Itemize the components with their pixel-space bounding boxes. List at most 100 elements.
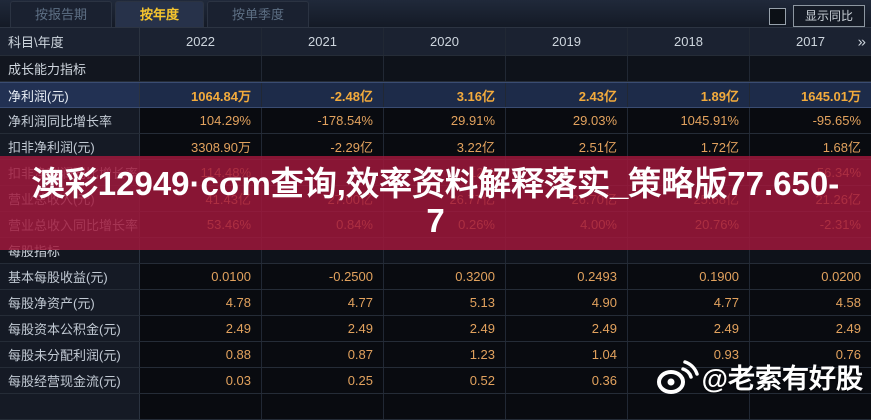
weibo-icon bbox=[654, 359, 700, 395]
table-row[interactable]: 扣非净利润(元) 3308.90万 -2.29亿 3.22亿 2.51亿 1.72亿 1.… bbox=[0, 134, 871, 160]
cell-value: 3.22亿 bbox=[384, 134, 506, 159]
row-label: 基本每股收益(元) bbox=[0, 264, 140, 289]
table-row[interactable]: 每股未分配利润(元) 0.88 0.87 1.23 1.04 0.93 0.76 bbox=[0, 342, 871, 368]
cell-value: 2.49 bbox=[262, 316, 384, 341]
table-row[interactable]: 净利润同比增长率 104.29% -178.54% 29.91% 29.03% 1045… bbox=[0, 108, 871, 134]
cell-value bbox=[628, 56, 750, 81]
watermark-text-line1: 澳彩12949·cσm查询,效率资料解释落实_策略版77.650- bbox=[31, 165, 840, 203]
table-row[interactable]: 每股净资产(元) 4.78 4.77 5.13 4.90 4.77 4.58 bbox=[0, 290, 871, 316]
cell-value: 0.1900 bbox=[628, 264, 750, 289]
table-row[interactable]: 基本每股收益(元) 0.0100 -0.2500 0.3200 0.2493 0.190… bbox=[0, 264, 871, 290]
cell-value: 2.49 bbox=[750, 316, 871, 341]
cell-value: 1064.84万 bbox=[140, 83, 262, 107]
cell-value: 2.49 bbox=[140, 316, 262, 341]
cell-value: 2.49 bbox=[628, 316, 750, 341]
cell-value: 0.52 bbox=[384, 368, 506, 393]
tab-annual[interactable]: 按年度 bbox=[115, 1, 205, 27]
weibo-badge-text: @老索有好股 bbox=[701, 364, 863, 394]
column-header-year: 2017» bbox=[750, 28, 871, 55]
cell-value: -178.54% bbox=[262, 108, 384, 133]
cell-value bbox=[506, 56, 628, 81]
table-header-row: 科目\年度 2022 2021 2020 2019 2018 2017» bbox=[0, 28, 871, 56]
row-label: 每股净资产(元) bbox=[0, 290, 140, 315]
cell-value: 1.89亿 bbox=[628, 83, 750, 107]
cell-value bbox=[140, 56, 262, 81]
row-label: 每股资本公积金(元) bbox=[0, 316, 140, 341]
cell-value: 1045.91% bbox=[628, 108, 750, 133]
cell-value bbox=[384, 56, 506, 81]
cell-value: -2.29亿 bbox=[262, 134, 384, 159]
column-header-year: 2022 bbox=[140, 28, 262, 55]
cell-value: 0.03 bbox=[140, 368, 262, 393]
cell-value: 1645.01万 bbox=[801, 88, 861, 104]
cell-value: 5.13 bbox=[384, 290, 506, 315]
period-tabbar: 按报告期 按年度 按单季度 显示同比 bbox=[0, 0, 871, 28]
cell-value: 2.51亿 bbox=[506, 134, 628, 159]
column-header-year: 2018 bbox=[628, 28, 750, 55]
cell-value bbox=[384, 394, 506, 419]
cell-value bbox=[750, 394, 871, 419]
cell-value: 4.77 bbox=[262, 290, 384, 315]
cell-value: 1.04 bbox=[506, 342, 628, 367]
cell-value: 0.0200 bbox=[750, 264, 871, 289]
cell-value: 1.23 bbox=[384, 342, 506, 367]
cell-value: 29.91% bbox=[384, 108, 506, 133]
show-yoy-control: 显示同比 bbox=[768, 5, 865, 27]
more-years-chevron-icon[interactable]: » bbox=[857, 33, 866, 50]
cell-value: 1.68亿 bbox=[750, 134, 871, 159]
show-yoy-checkbox[interactable] bbox=[768, 7, 786, 25]
cell-value: 1.72亿 bbox=[628, 134, 750, 159]
watermark-band: 澳彩12949·cσm查询,效率资料解释落实_策略版77.650- 7 bbox=[0, 156, 871, 250]
cell-value bbox=[506, 394, 628, 419]
column-header-year: 2021 bbox=[262, 28, 384, 55]
cell-value: 0.2493 bbox=[506, 264, 628, 289]
column-header-year: 2020 bbox=[384, 28, 506, 55]
cell-value: 4.78 bbox=[140, 290, 262, 315]
row-label: 每股经营现金流(元) bbox=[0, 368, 140, 393]
cell-value bbox=[750, 56, 871, 81]
cell-value: 4.90 bbox=[506, 290, 628, 315]
cell-value: 0.88 bbox=[140, 342, 262, 367]
row-label: 每股未分配利润(元) bbox=[0, 342, 140, 367]
cell-value: 0.25 bbox=[262, 368, 384, 393]
cell-value: 2.49 bbox=[506, 316, 628, 341]
cell-value bbox=[140, 394, 262, 419]
watermark-text-line2: 7 bbox=[426, 202, 445, 239]
cell-value: 0.36 bbox=[506, 368, 628, 393]
cell-value: 0.76 bbox=[750, 342, 871, 367]
cell-value: 29.03% bbox=[506, 108, 628, 133]
show-yoy-label[interactable]: 显示同比 bbox=[792, 5, 865, 27]
row-label: 成长能力指标 bbox=[0, 56, 140, 81]
table-row[interactable]: 每股经营现金流(元) 0.03 0.25 0.52 0.36 bbox=[0, 368, 871, 394]
row-label: 净利润(元) bbox=[0, 83, 140, 107]
cell-value: 4.77 bbox=[628, 290, 750, 315]
cell-value: 2.49 bbox=[384, 316, 506, 341]
cell-value: 4.58 bbox=[750, 290, 871, 315]
weibo-badge: @老索有好股 bbox=[654, 357, 863, 396]
cell-value: -0.2500 bbox=[262, 264, 384, 289]
column-header-year: 2019 bbox=[506, 28, 628, 55]
corner-label: 科目\年度 bbox=[0, 28, 140, 55]
table-row[interactable] bbox=[0, 394, 871, 420]
table-row[interactable]: 净利润(元) 1064.84万 -2.48亿 3.16亿 2.43亿 1.89亿 1645… bbox=[0, 82, 871, 108]
cell-value bbox=[750, 368, 871, 393]
cell-value: 3308.90万 bbox=[140, 134, 262, 159]
cell-value: 0.87 bbox=[262, 342, 384, 367]
cell-value: 104.29% bbox=[140, 108, 262, 133]
cell-value bbox=[262, 56, 384, 81]
row-label bbox=[0, 394, 140, 419]
cell-value: 0.0100 bbox=[140, 264, 262, 289]
cell-value bbox=[262, 394, 384, 419]
tab-quarterly[interactable]: 按单季度 bbox=[207, 1, 310, 27]
cell-value: -2.48亿 bbox=[262, 83, 384, 107]
cell-value: -95.65% bbox=[750, 108, 871, 133]
table-row[interactable]: 成长能力指标 bbox=[0, 56, 871, 82]
table-row[interactable]: 每股资本公积金(元) 2.49 2.49 2.49 2.49 2.49 2.49 bbox=[0, 316, 871, 342]
tab-report-period[interactable]: 按报告期 bbox=[10, 1, 113, 27]
row-label: 净利润同比增长率 bbox=[0, 108, 140, 133]
cell-value: 0.3200 bbox=[384, 264, 506, 289]
cell-value bbox=[628, 394, 750, 419]
row-label: 扣非净利润(元) bbox=[0, 134, 140, 159]
cell-value: 2.43亿 bbox=[506, 83, 628, 107]
cell-value: 3.16亿 bbox=[384, 83, 506, 107]
